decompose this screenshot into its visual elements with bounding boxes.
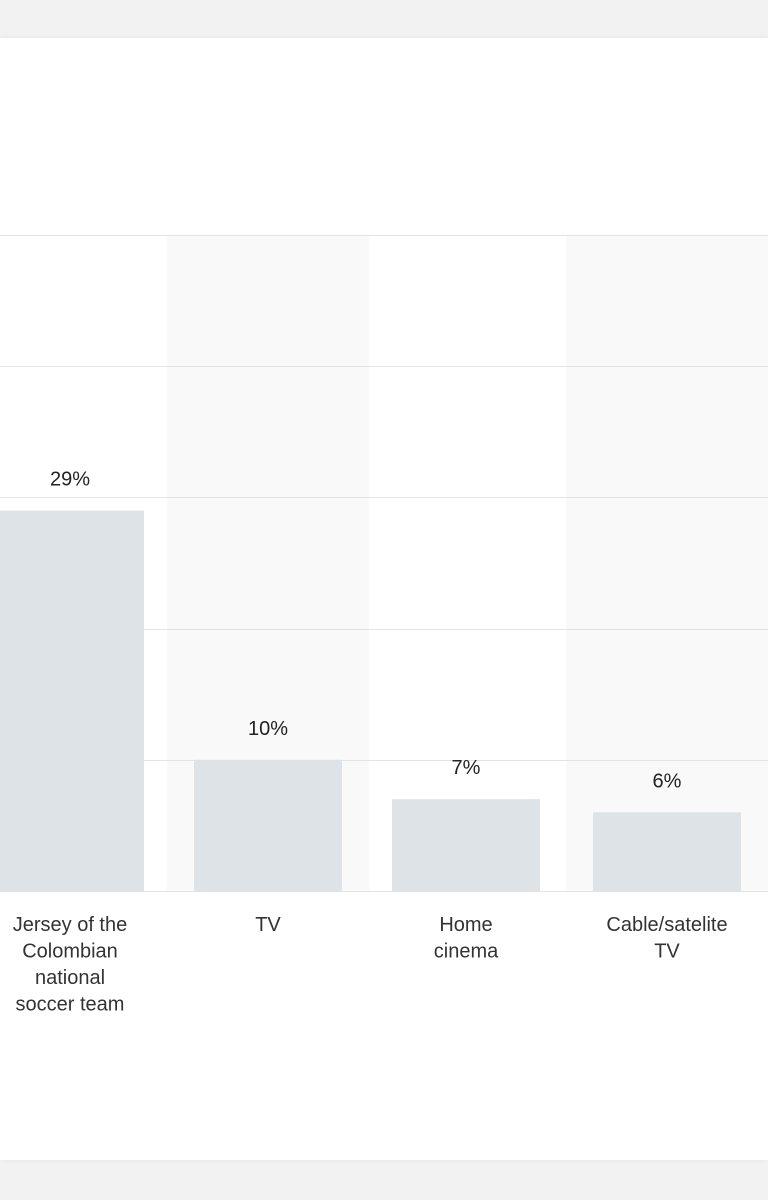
bar-chart: 29% 10% 7% 6% Jersey of the Colombian nationa… [0,235,768,1016]
bar-value-label: 10% [248,718,288,740]
category-label: Cable/satelite TV [606,914,727,963]
bars [0,510,741,891]
category-label: TV [255,914,281,936]
category-label-line: Jersey of the [13,914,128,936]
category-label: Jersey of the Colombian national soccer tea… [13,914,128,1016]
category-label-line: TV [255,914,281,936]
category-labels: Jersey of the Colombian national soccer tea… [13,914,728,1016]
gridlines [0,235,768,892]
bar-value-label: 7% [452,757,481,779]
chart-card: 29% 10% 7% 6% Jersey of the Colombian nationa… [0,38,768,1160]
category-label-line: Cable/satelite [606,914,727,936]
bar-value-label: 29% [50,469,90,491]
category-label-line: TV [654,941,680,963]
column-stripe [566,235,768,891]
category-label-line: national [35,967,105,989]
bar [0,510,144,891]
category-label-line: Colombian [22,941,118,963]
category-label-line: Home [439,914,492,936]
bar-value-labels: 29% 10% 7% 6% [50,469,682,793]
category-label-line: soccer team [16,994,125,1016]
bar [194,759,342,891]
category-label: Home cinema [434,914,499,963]
bar [593,812,741,891]
bar [392,799,540,891]
bar-value-label: 6% [653,770,682,792]
category-label-line: cinema [434,941,499,963]
